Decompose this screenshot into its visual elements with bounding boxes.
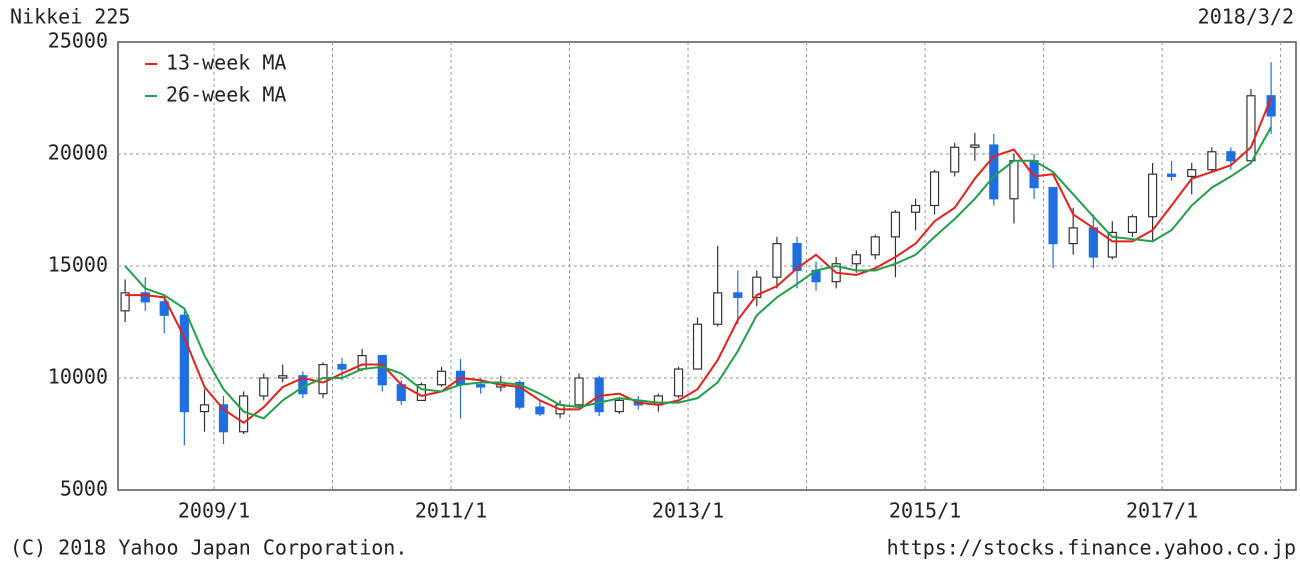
candle-body [989,144,999,200]
candle-body [218,404,229,433]
x-tick-label: 2011/1 [415,499,487,523]
candle-body [574,377,584,406]
x-tick-label: 2015/1 [889,499,961,523]
candle-body [970,144,980,148]
candle-body [1088,227,1098,258]
y-tick-label: 20000 [48,141,108,165]
candle-body [159,301,169,316]
candle-body [1107,231,1117,258]
candle-body [239,395,249,433]
candle-body [870,236,880,256]
candle-body [713,292,723,325]
legend-label: 13-week MA [166,51,286,75]
candle-body [792,243,802,272]
candle-body [1166,173,1177,178]
candle-body [535,406,545,415]
y-tick-label: 5000 [60,477,108,501]
candle-body [515,381,525,408]
candle-body [673,368,684,397]
candle-body [692,323,703,370]
candle-body [752,276,762,298]
candle-body [733,292,743,298]
source-url: https://stocks.finance.yahoo.co.jp [887,536,1296,560]
candle-body [1127,216,1138,234]
legend-label: 26-week MA [166,83,286,107]
candle-body [1148,173,1158,218]
candle-body [929,171,940,207]
y-tick-label: 25000 [48,29,108,53]
candle-body [1048,187,1058,245]
candle-body [890,211,901,238]
chart-title: Nikkei 225 [10,5,130,29]
x-tick-label: 2013/1 [652,499,724,523]
candle-body [1246,95,1256,162]
candle-body [1226,151,1236,162]
ma-line [124,126,1272,420]
y-tick-label: 10000 [48,365,108,389]
candle-body [337,363,347,370]
y-tick-label: 15000 [48,253,108,277]
candle-body [199,404,210,413]
candle-body [614,399,624,413]
candle-body [140,292,150,303]
candle-body [120,292,130,312]
candle-body [179,314,189,413]
chart-date: 2018/3/2 [1198,5,1294,29]
candle-body [259,377,269,397]
copyright: (C) 2018 Yahoo Japan Corporation. [10,536,407,560]
candle-body [1068,227,1078,245]
candle-body [1187,169,1197,177]
x-tick-label: 2009/1 [178,499,250,523]
candle-body [377,355,387,386]
candle-body [436,370,447,386]
candle-body [357,355,367,370]
candle-body [278,375,288,379]
candle-body [772,243,782,278]
candle-body [950,146,960,173]
candle-body [476,384,486,388]
candle-body [910,204,921,213]
x-tick-label: 2017/1 [1126,499,1198,523]
candle-body [1009,160,1019,200]
candle-body [851,254,861,265]
candle-body [1207,151,1217,171]
